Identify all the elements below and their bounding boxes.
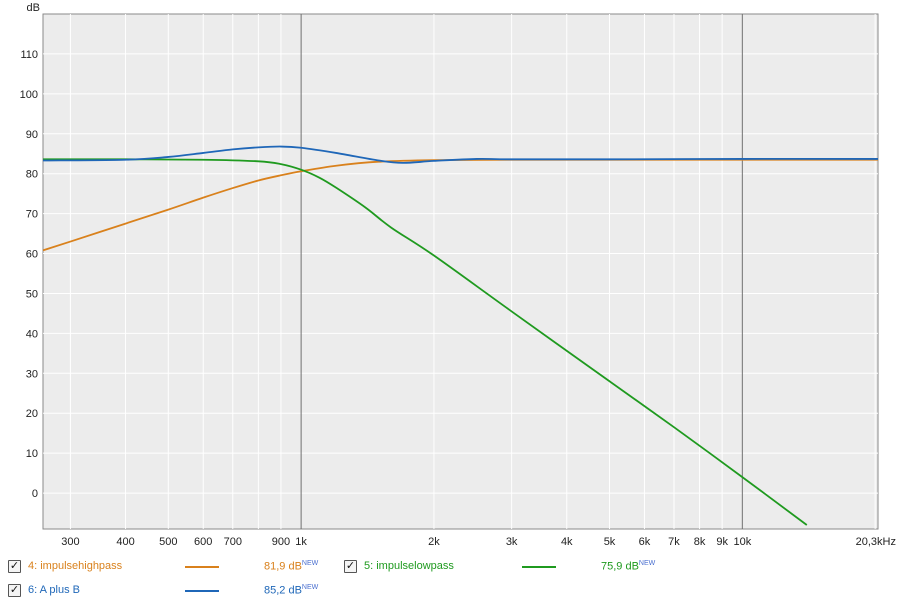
series-5-swatch: [522, 566, 556, 568]
y-tick-label: 100: [20, 89, 38, 101]
x-tick-label: 400: [116, 536, 134, 548]
series-5-name[interactable]: 5: impulselowpass: [364, 560, 454, 572]
y-tick-label: 10: [26, 448, 38, 460]
y-tick-label: 0: [32, 488, 38, 500]
x-tick-label: 2k: [428, 536, 440, 548]
series-layer: [43, 145, 878, 526]
y-tick-label: 90: [26, 129, 38, 141]
series-line-6: [43, 145, 878, 164]
legend-row-2: ✓ 6: A plus B 85,2 dBNEW: [0, 583, 900, 603]
x-tick-label: 700: [224, 536, 242, 548]
y-tick-label: 110: [20, 49, 38, 61]
y-tick-label: 40: [26, 328, 38, 340]
frequency-response-plot: 0 10 20 30 40 50 60 70 80 90 100 110 dB 300 400 500 600 7…: [20, 2, 896, 548]
x-tick-label: 20,3kHz: [856, 536, 896, 548]
series-4-swatch: [185, 566, 219, 568]
series-4-value: 81,9 dBNEW: [264, 560, 319, 573]
y-tick-label: 70: [26, 209, 38, 221]
series-5-new-badge: NEW: [638, 560, 656, 567]
y-axis-label: dB: [27, 2, 40, 14]
x-tick-label: 300: [61, 536, 79, 548]
series-5-checkbox[interactable]: ✓: [344, 560, 357, 573]
x-tick-label: 3k: [506, 536, 518, 548]
series-6-value: 85,2 dBNEW: [264, 584, 319, 597]
series-4-name[interactable]: 4: impulsehighpass: [28, 560, 123, 572]
axis-layer: 0 10 20 30 40 50 60 70 80 90 100 110 dB 300 400 500 600 7…: [20, 2, 896, 548]
x-tick-label: 8k: [694, 536, 706, 548]
series-4-new-badge: NEW: [301, 560, 319, 567]
grid-layer: [43, 14, 878, 529]
y-tick-label: 80: [26, 169, 38, 181]
y-tick-label: 20: [26, 408, 38, 420]
x-tick-label: 4k: [561, 536, 573, 548]
x-tick-label: 5k: [604, 536, 616, 548]
plot-background: [42, 13, 879, 530]
legend-row-1: ✓ 4: impulsehighpass 81,9 dBNEW ✓ 5: imp…: [0, 559, 900, 579]
series-4-checkbox[interactable]: ✓: [8, 560, 21, 573]
y-tick-label: 50: [26, 288, 38, 300]
series-5-value: 75,9 dBNEW: [601, 560, 656, 573]
x-tick-label: 9k: [716, 536, 728, 548]
x-tick-label: 6k: [639, 536, 651, 548]
series-6-new-badge: NEW: [301, 584, 319, 591]
series-6-swatch: [185, 590, 219, 592]
x-tick-label: 600: [194, 536, 212, 548]
y-tick-label: 30: [26, 368, 38, 380]
x-tick-label: 10k: [733, 536, 751, 548]
x-tick-label: 7k: [668, 536, 680, 548]
x-tick-label: 500: [159, 536, 177, 548]
series-line-5: [43, 158, 808, 526]
y-tick-label: 60: [26, 249, 38, 261]
x-tick-label: 900: [272, 536, 290, 548]
series-6-checkbox[interactable]: ✓: [8, 584, 21, 597]
x-tick-label: 1k: [295, 536, 307, 548]
series-6-name[interactable]: 6: A plus B: [28, 584, 80, 596]
